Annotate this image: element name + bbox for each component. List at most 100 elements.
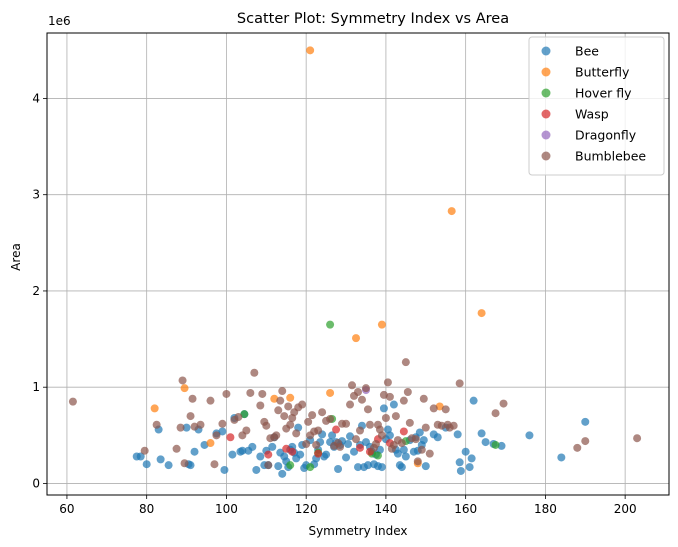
legend-marker <box>541 109 551 119</box>
data-point <box>456 466 465 475</box>
data-point <box>312 440 321 449</box>
data-point <box>363 405 372 414</box>
data-point <box>361 384 370 393</box>
data-point <box>363 461 372 470</box>
legend-marker <box>541 130 551 140</box>
data-point <box>405 418 414 427</box>
data-point <box>433 433 442 442</box>
data-point <box>190 447 199 456</box>
data-point <box>222 389 231 398</box>
data-point <box>481 438 490 447</box>
data-point <box>441 405 450 414</box>
data-point <box>284 402 293 411</box>
data-point <box>342 419 351 428</box>
data-point <box>304 417 313 426</box>
legend-label: Bumblebee <box>575 149 646 164</box>
data-point <box>242 426 251 435</box>
x-tick-label: 140 <box>374 502 397 516</box>
legend-marker <box>541 88 551 98</box>
data-point <box>354 388 362 397</box>
legend-label: Bee <box>575 44 599 59</box>
data-point <box>497 441 506 450</box>
data-point <box>256 401 265 410</box>
data-point <box>286 420 295 429</box>
data-point <box>258 389 267 398</box>
legend-marker <box>541 151 551 161</box>
legend-marker <box>541 46 551 56</box>
data-point <box>354 463 362 472</box>
data-point <box>377 320 386 329</box>
data-point <box>238 446 247 455</box>
data-point <box>136 452 145 461</box>
data-point <box>399 445 408 454</box>
data-point <box>240 410 249 419</box>
data-point <box>186 412 195 421</box>
data-point <box>391 412 400 421</box>
data-point <box>286 461 295 470</box>
data-point <box>196 420 205 429</box>
data-point <box>344 439 353 448</box>
data-point <box>306 463 315 472</box>
data-point <box>322 450 331 459</box>
data-point <box>397 463 406 472</box>
data-point <box>371 439 380 448</box>
data-point <box>525 431 534 440</box>
x-tick-label: 80 <box>139 502 154 516</box>
data-point <box>355 443 364 452</box>
data-point <box>274 462 283 471</box>
data-point <box>385 431 394 440</box>
data-point <box>306 46 315 55</box>
y-tick-label: 0 <box>32 476 40 490</box>
x-tick-label: 120 <box>295 502 318 516</box>
data-point <box>419 394 428 403</box>
data-point <box>379 404 388 413</box>
data-point <box>286 393 295 402</box>
data-point <box>178 376 187 385</box>
data-point <box>326 414 335 423</box>
y-tick-label: 4 <box>32 91 40 105</box>
data-point <box>150 404 159 413</box>
data-point <box>491 440 500 449</box>
legend-label: Hover fly <box>575 86 632 101</box>
data-point <box>264 450 273 459</box>
data-point <box>411 435 420 444</box>
data-point <box>373 451 382 460</box>
data-point <box>413 457 422 466</box>
legend-label: Butterfly <box>575 65 630 80</box>
legend-box <box>528 36 665 176</box>
data-point <box>377 431 386 440</box>
data-point <box>389 400 398 409</box>
legend-marker <box>541 67 551 77</box>
data-point <box>352 435 361 444</box>
x-tick-label: 100 <box>215 502 238 516</box>
data-point <box>248 442 257 451</box>
data-point <box>453 430 462 439</box>
data-point <box>246 388 255 397</box>
data-point <box>226 433 235 442</box>
data-point <box>180 384 189 393</box>
data-point <box>350 447 359 456</box>
data-point <box>429 404 438 413</box>
data-point <box>274 406 283 415</box>
data-point <box>477 309 486 318</box>
data-point <box>182 423 191 432</box>
data-point <box>348 381 357 390</box>
data-point <box>455 458 464 467</box>
data-point <box>455 379 464 388</box>
data-point <box>355 426 364 435</box>
y-tick-label: 1 <box>32 380 40 394</box>
data-point <box>417 445 426 454</box>
data-point <box>342 453 351 462</box>
data-point <box>176 423 185 432</box>
y-axis-label: Area <box>9 243 23 271</box>
data-point <box>276 396 285 405</box>
data-point <box>425 449 434 458</box>
data-point <box>557 453 566 462</box>
data-point <box>346 400 355 409</box>
data-point <box>352 334 361 343</box>
data-point <box>180 459 189 468</box>
data-point <box>415 428 424 437</box>
data-point <box>581 437 590 446</box>
data-point <box>403 388 412 397</box>
